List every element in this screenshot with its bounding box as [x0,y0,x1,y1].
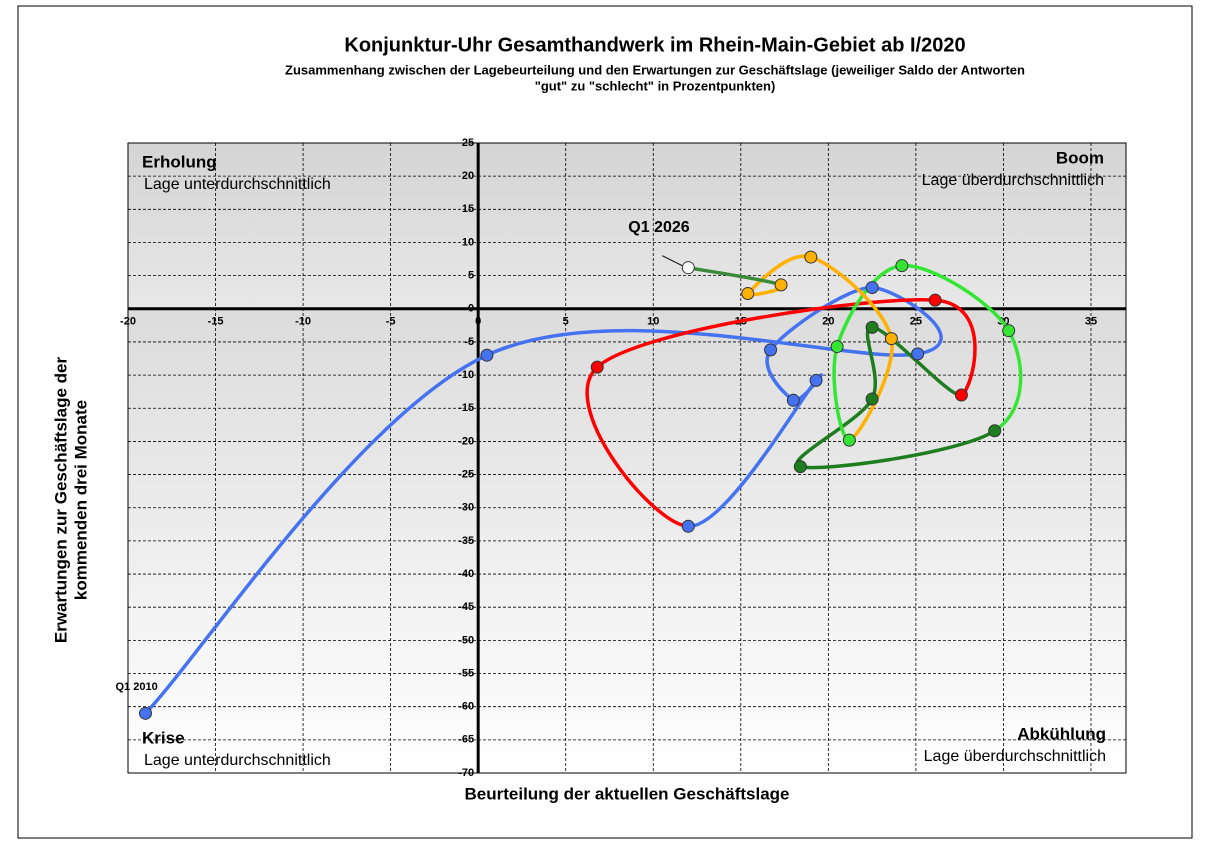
quadrant-text: Lage überdurchschnittlich [922,172,1104,189]
series-connector [585,365,689,529]
y-tick-label: 20 [462,170,474,182]
point [884,332,898,346]
point [786,393,800,407]
x-tick-label: 10 [647,316,659,328]
y-tick-label: -40 [458,568,474,580]
y-axis-label: kommenden drei Monate [71,400,90,600]
series-connector [993,329,1023,433]
y-tick-label: -60 [458,701,474,713]
y-tick-label: 5 [468,270,474,282]
x-tick-label: -5 [386,316,396,328]
subtitle: Zusammenhang zwischen der Lagebeurteilun… [285,62,1025,77]
y-axis-label: Erwartungen zur Geschäftslage der [51,356,70,643]
point [928,293,942,307]
y-tick-label: -45 [458,601,474,613]
quadrant-text: Lage unterdurchschnittlich [144,752,331,769]
point [842,433,856,447]
chart-title: Konjunktur-Uhr Gesamthandwerk im Rhein-M… [344,34,965,56]
x-tick-label: 35 [1085,316,1097,328]
point [895,259,909,273]
point [774,278,788,292]
y-tick-label: -55 [458,667,474,679]
quadrant-title: Abkühlung [1017,724,1106,743]
y-tick-label: -50 [458,634,474,646]
point [988,424,1002,438]
quadrant-text: Lage unterdurchschnittlich [144,176,331,193]
y-tick-label: 15 [462,203,474,215]
y-tick-label: -20 [458,435,474,447]
background-bottom [128,308,1126,773]
series-line [596,298,977,397]
point [954,388,968,402]
y-tick-label: -10 [458,369,474,381]
quadrant-title: Erholung [142,152,217,171]
annotation-leader [662,255,683,267]
plot-border [127,142,1127,774]
point [681,261,695,275]
x-tick-label: 5 [563,316,569,328]
point [865,320,879,334]
y-tick-label: 10 [462,236,474,248]
y-tick-label: -25 [458,468,474,480]
series-line [795,325,996,470]
series-line [832,263,1011,442]
point [911,347,925,361]
x-tick-label: 25 [910,316,922,328]
quadrant-text: Lage überdurchschnittlich [924,748,1106,765]
point [590,360,604,374]
point [804,250,818,264]
annotation: Q1 2010 [116,681,158,693]
x-axis-label: Beurteilung der aktuellen Geschäftslage [465,784,790,803]
point [681,519,695,533]
point [139,706,153,720]
y-tick-label: -5 [464,336,474,348]
subtitle: "gut" zu "schlecht" in Prozentpunkten) [535,78,776,93]
point [741,287,755,301]
y-tick-label: -35 [458,535,474,547]
y-tick-label: -30 [458,502,474,514]
y-tick-label: -15 [458,402,474,414]
annotation: Q1 2026 [628,219,689,236]
x-tick-label: -10 [295,316,311,328]
quadrant-title: Krise [142,728,185,747]
point [480,348,494,362]
point [809,373,823,387]
point [865,281,879,295]
series-line [746,254,894,340]
y-tick-label: -65 [458,734,474,746]
point [865,392,879,406]
point [793,460,807,474]
point [830,340,844,354]
x-tick-label: 20 [822,316,834,328]
quadrant-title: Boom [1056,148,1104,167]
x-tick-label: -15 [208,316,224,328]
point [764,343,778,357]
background-top [128,143,1126,309]
point [1002,324,1016,338]
